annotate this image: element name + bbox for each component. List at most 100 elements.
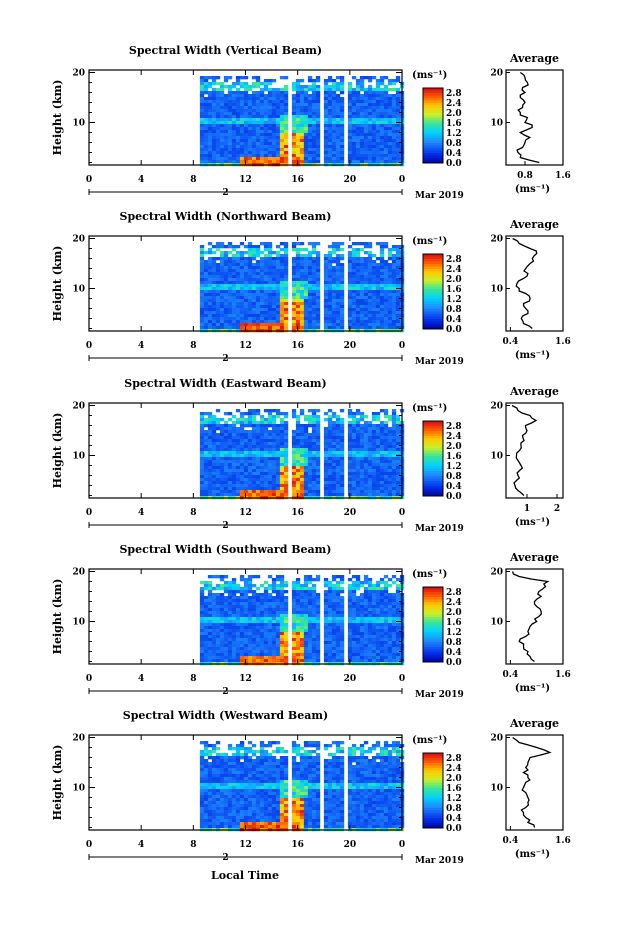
heatmap-cell [207, 629, 213, 633]
heatmap-cell [211, 493, 217, 497]
heatmap-cell [299, 442, 305, 446]
heatmap-cell [219, 160, 225, 164]
heatmap-cell [255, 454, 261, 458]
heatmap-cell [199, 302, 205, 306]
heatmap-cell [207, 281, 213, 285]
heatmap-cell [391, 293, 397, 297]
heatmap-cell [283, 148, 289, 152]
heatmap-cell [295, 433, 301, 437]
heatmap-cell [379, 248, 385, 252]
heatmap-cell [223, 448, 229, 452]
heatmap-cell [231, 100, 237, 104]
heatmap-cell [263, 442, 269, 446]
heatmap-cell [379, 242, 385, 246]
heatmap-cell [279, 659, 285, 663]
heatmap-cell [235, 157, 241, 161]
heatmap-cell [383, 266, 389, 270]
heatmap-cell [283, 127, 289, 131]
heatmap-cell [239, 284, 245, 288]
heatmap-cell [291, 281, 297, 285]
heatmap-cell [211, 608, 217, 612]
heatmap-cell [231, 457, 237, 461]
heatmap-cell [283, 278, 289, 282]
heatmap-cell [231, 133, 237, 137]
heatmap-cell [267, 478, 273, 482]
heatmap-cell [267, 593, 273, 597]
heatmap-cell [323, 151, 329, 155]
heatmap-cell [327, 91, 333, 95]
heatmap-cell [255, 130, 261, 134]
heatmap-cell [275, 445, 281, 449]
heatmap-cell [339, 136, 345, 140]
heatmap-cell [351, 439, 357, 443]
heatmap-cell [255, 151, 261, 155]
heatmap-cell [363, 421, 369, 425]
heatmap-cell [199, 260, 205, 264]
heatmap-cell [359, 151, 365, 155]
heatmap-cell [327, 439, 333, 443]
heatmap-cell [395, 284, 401, 288]
heatmap-cell [243, 266, 249, 270]
heatmap-cell [339, 466, 345, 470]
heatmap-cell [243, 493, 249, 497]
x-tick-label: 4 [138, 175, 144, 185]
heatmap-cell [235, 644, 241, 648]
heatmap-cell [263, 293, 269, 297]
heatmap-cell [347, 308, 353, 312]
heatmap-cell [383, 290, 389, 294]
heatmap-cell [215, 611, 221, 615]
heatmap-cell [355, 284, 361, 288]
heatmap-cell [347, 127, 353, 131]
heatmap-cell [203, 106, 209, 110]
heatmap-cell [239, 599, 245, 603]
heatmap-cell [207, 608, 213, 612]
heatmap-cell [359, 100, 365, 104]
heatmap-cell [215, 418, 221, 422]
heatmap-cell [255, 575, 261, 579]
heatmap-cell [227, 436, 233, 440]
heatmap-cell [199, 296, 205, 300]
heatmap-cell [323, 103, 329, 107]
heatmap-cell [395, 433, 401, 437]
heatmap-cell [247, 154, 253, 158]
heatmap-cell [223, 626, 229, 630]
heatmap-cell [307, 278, 313, 282]
heatmap-cell [395, 466, 401, 470]
heatmap-cell [371, 493, 377, 497]
heatmap-cell [279, 617, 285, 621]
heatmap-cell [371, 133, 377, 137]
heatmap-cell [327, 85, 333, 89]
heatmap-cell [311, 257, 317, 261]
heatmap-cell [243, 124, 249, 128]
heatmap-cell [267, 97, 273, 101]
heatmap-cell [279, 478, 285, 482]
heatmap-cell [359, 94, 365, 98]
heatmap-cell [347, 148, 353, 152]
heatmap-cell [219, 112, 225, 116]
heatmap-cell [339, 148, 345, 152]
heatmap-cell [307, 148, 313, 152]
heatmap-cell [327, 490, 333, 494]
heatmap-cell [215, 118, 221, 122]
heatmap-cell [387, 418, 393, 422]
heatmap-cell [395, 442, 401, 446]
heatmap-cell [355, 145, 361, 149]
heatmap-cell [259, 427, 265, 431]
heatmap-cell [223, 454, 229, 458]
heatmap-cell [227, 454, 233, 458]
heatmap-cell [219, 121, 225, 125]
heatmap-cell [231, 136, 237, 140]
heatmap-cell [243, 88, 249, 92]
heatmap-cell [311, 154, 317, 158]
heatmap-cell [299, 157, 305, 161]
heatmap-cell [251, 314, 257, 318]
heatmap-cell [223, 608, 229, 612]
heatmap-cell [227, 284, 233, 288]
heatmap-cell [215, 145, 221, 149]
heatmap-cell [215, 635, 221, 639]
heatmap-cell [255, 421, 261, 425]
heatmap-cell [203, 632, 209, 636]
heatmap-cell [323, 448, 329, 452]
heatmap-cell [275, 599, 281, 603]
heatmap-cell [227, 478, 233, 482]
